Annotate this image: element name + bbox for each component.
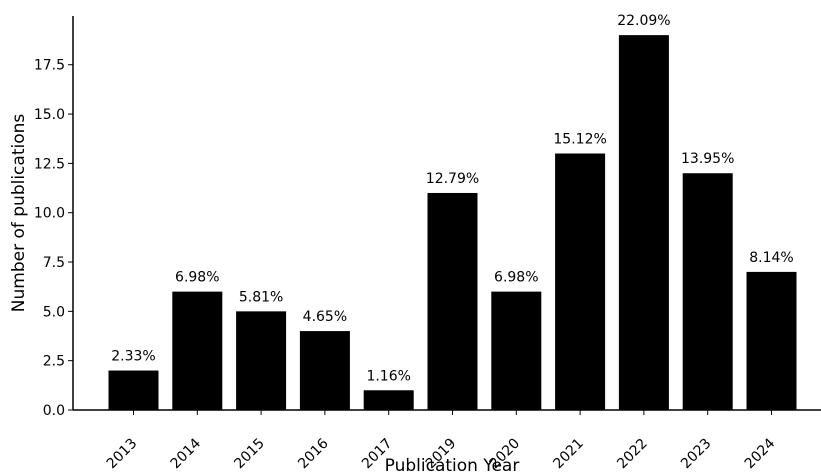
x-axis-title: Publication Year xyxy=(385,456,520,474)
bar-value-label: 22.09% xyxy=(617,13,670,29)
bar-value-label: 4.65% xyxy=(303,309,347,325)
y-tick-label: 15.0 xyxy=(34,107,65,123)
bar-value-label: 5.81% xyxy=(239,289,283,305)
x-tick-label: 2021 xyxy=(550,436,587,473)
bar-2016 xyxy=(299,331,350,410)
x-tick-label: 2023 xyxy=(678,436,715,473)
bar-2019 xyxy=(427,192,478,410)
y-tick-label: 5.0 xyxy=(43,304,65,320)
bar-value-label: 1.16% xyxy=(366,368,410,384)
bar-2013 xyxy=(108,370,159,410)
bar-2014 xyxy=(172,291,223,410)
bars-group xyxy=(108,35,797,410)
y-tick-label: 12.5 xyxy=(34,156,65,172)
y-tick-label: 0.0 xyxy=(43,403,65,419)
bar-2022 xyxy=(618,35,669,410)
x-tick-label: 2016 xyxy=(295,435,332,472)
bar-2017 xyxy=(363,390,414,410)
bar-2020 xyxy=(491,291,542,410)
bar-2023 xyxy=(682,173,733,410)
bar-value-label: 13.95% xyxy=(681,151,734,167)
x-tick-label: 2022 xyxy=(614,436,651,473)
y-tick-label: 10.0 xyxy=(34,206,65,222)
bar-value-label: 6.98% xyxy=(494,270,538,286)
bar-value-label: 2.33% xyxy=(111,349,155,365)
bar-labels-group: 2.33% 6.98% 5.81% 4.65% 1.16% 12.79% 6.98% 15.1… xyxy=(111,13,793,384)
x-tick-label: 2024 xyxy=(742,435,779,472)
bar-2015 xyxy=(236,311,287,410)
bar-value-label: 6.98% xyxy=(175,270,219,286)
bar-value-label: 8.14% xyxy=(749,250,793,266)
bar-2024 xyxy=(746,271,797,410)
y-axis-title: Number of publications xyxy=(9,114,29,313)
x-tick-label: 2014 xyxy=(168,435,205,472)
y-tick-label: 2.5 xyxy=(43,354,65,370)
bar-2021 xyxy=(555,153,606,410)
y-axis: 0.0 2.5 5.0 7.5 10.0 12.5 15.0 17.5 xyxy=(34,16,74,419)
bar-value-label: 15.12% xyxy=(553,132,606,148)
x-tick-label: 2015 xyxy=(231,436,268,473)
y-tick-label: 7.5 xyxy=(43,255,65,271)
bar-value-label: 12.79% xyxy=(426,171,479,187)
x-tick-label: 2013 xyxy=(104,436,141,473)
y-tick-label: 17.5 xyxy=(34,58,65,74)
